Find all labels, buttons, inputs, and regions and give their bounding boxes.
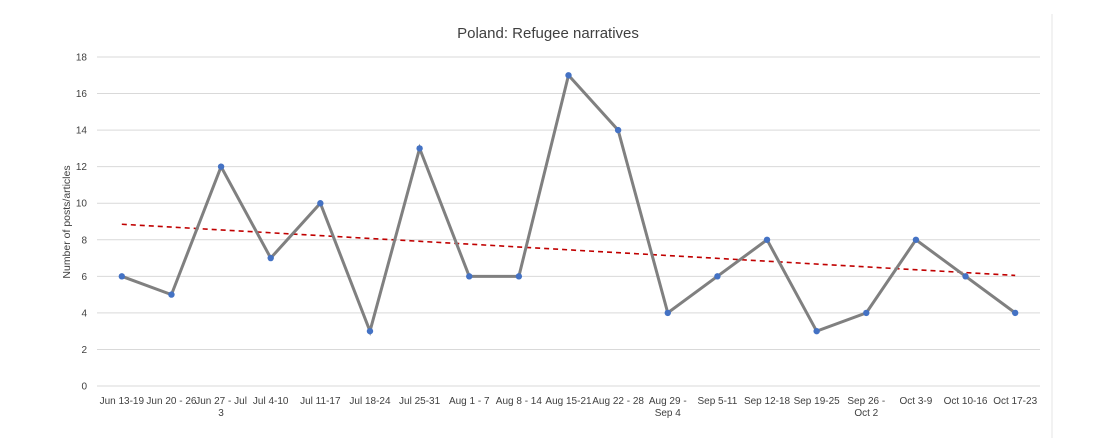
x-tick-label-line: Oct 17-23	[993, 396, 1037, 407]
x-tick-label-line: Aug 29 -	[649, 396, 687, 407]
x-tick-label: Oct 3-9	[900, 396, 933, 407]
y-tick-label: 0	[81, 382, 87, 393]
data-point	[1011, 309, 1019, 317]
x-tick-label-line: Oct 2	[854, 408, 878, 419]
x-tick-label: Oct 17-23	[993, 396, 1037, 407]
y-tick-label: 16	[76, 89, 88, 100]
data-point	[317, 200, 324, 207]
x-tick-label-line: Aug 15-21	[545, 396, 592, 407]
data-points	[118, 72, 1019, 335]
y-axis-ticks: 0 2 4 6 8 10 12 14 16 18	[76, 53, 88, 393]
x-tick-label-line: Aug 8 - 14	[496, 396, 543, 407]
x-tick-label: Jul 25-31	[399, 396, 441, 407]
data-point	[912, 236, 920, 243]
data-point	[714, 273, 721, 280]
x-tick-label-line: Jul 11-17	[300, 396, 341, 407]
y-tick-label: 4	[81, 308, 87, 319]
y-axis-title: Number of posts/articles	[61, 165, 73, 278]
x-tick-label: Sep 19-25	[794, 396, 841, 407]
y-tick-label: 8	[81, 235, 87, 246]
data-point	[168, 291, 175, 298]
y-tick-label: 6	[81, 272, 87, 283]
data-point	[962, 273, 969, 280]
x-tick-label-line: Jun 13-19	[100, 396, 145, 407]
x-tick-label-line: Oct 3-9	[900, 396, 933, 407]
x-tick-label: Jun 13-19	[100, 396, 145, 407]
y-tick-label: 12	[76, 162, 88, 173]
x-tick-label-line: Sep 5-11	[697, 396, 737, 407]
x-tick-label: Aug 1 - 7	[449, 396, 490, 407]
x-tick-label-line: Jul 25-31	[399, 396, 441, 407]
x-tick-label: Aug 22 - 28	[592, 396, 644, 407]
x-tick-label: Jul 18-24	[349, 396, 391, 407]
x-tick-label: Jul 11-17	[300, 396, 341, 407]
x-tick-label: Jul 4-10	[253, 396, 289, 407]
y-tick-label: 2	[81, 345, 87, 356]
data-point	[217, 163, 225, 170]
data-point	[466, 273, 473, 280]
data-point	[565, 72, 572, 79]
x-tick-label: Aug 8 - 14	[496, 396, 543, 407]
y-tick-label: 14	[76, 126, 88, 137]
x-tick-label-line: Jun 20 - 26	[146, 396, 196, 407]
y-tick-label: 18	[76, 53, 88, 64]
x-tick-label: Sep 12-18	[744, 396, 791, 407]
x-tick-label-line: Sep 26 -	[847, 396, 885, 407]
data-point	[267, 254, 274, 262]
data-point	[863, 309, 870, 317]
x-tick-label-line: Sep 19-25	[794, 396, 841, 407]
chart-title: Poland: Refugee narratives	[457, 25, 639, 42]
data-point	[614, 126, 622, 134]
x-tick-label-line: Jul 18-24	[349, 396, 391, 407]
x-tick-label-line: Aug 1 - 7	[449, 396, 490, 407]
x-tick-label-line: Jun 27 - Jul	[195, 396, 247, 407]
x-tick-label: Sep 5-11	[697, 396, 737, 407]
x-tick-label-line: Sep 4	[655, 408, 682, 419]
x-tick-label: Jun 27 - Jul 3	[195, 396, 247, 419]
x-tick-label: Jun 20 - 26	[146, 396, 196, 407]
data-point	[813, 327, 820, 335]
x-tick-label-line: Jul 4-10	[253, 396, 289, 407]
x-tick-label: Aug 15-21	[545, 396, 592, 407]
x-tick-label-line: 3	[218, 408, 224, 419]
x-tick-label-line: Aug 22 - 28	[592, 396, 644, 407]
data-point	[664, 309, 671, 317]
data-point	[763, 236, 771, 243]
x-tick-label: Aug 29 -Sep 4	[649, 396, 687, 419]
x-tick-label: Sep 26 -Oct 2	[847, 396, 885, 419]
x-tick-label: Oct 10-16	[944, 396, 988, 407]
data-point	[515, 273, 523, 280]
data-point	[416, 145, 423, 152]
x-tick-label-line: Oct 10-16	[944, 396, 988, 407]
data-point	[366, 327, 374, 335]
x-tick-label-line: Sep 12-18	[744, 396, 791, 407]
y-tick-label: 10	[76, 199, 88, 210]
gridlines	[97, 56, 1040, 387]
data-point	[118, 273, 126, 280]
